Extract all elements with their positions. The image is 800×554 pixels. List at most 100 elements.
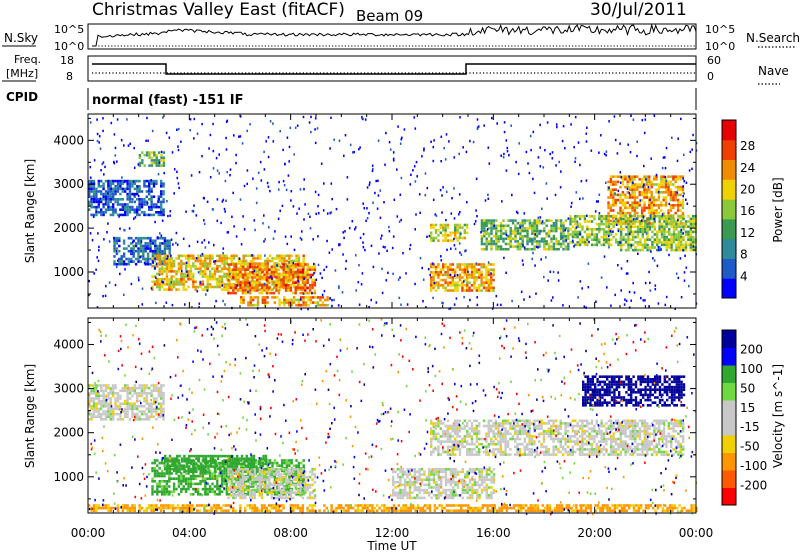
echo-cell <box>667 183 670 186</box>
echo-cell <box>220 482 224 486</box>
noise-echo <box>392 157 395 160</box>
echo-cell <box>478 286 481 290</box>
noise-echo <box>463 280 465 283</box>
echo-cell <box>562 237 565 241</box>
echo-cell <box>126 208 129 211</box>
echo-cell <box>605 217 608 221</box>
echo-cell <box>276 493 279 496</box>
echo-cell <box>126 399 129 403</box>
echo-cell <box>507 242 510 246</box>
echo-cell <box>211 472 214 475</box>
echo-cell <box>278 257 281 260</box>
echo-cell <box>306 273 309 277</box>
noise-echo <box>432 296 434 300</box>
echo-cell <box>166 462 169 466</box>
echo-cell <box>121 179 124 183</box>
echo-cell <box>170 288 173 291</box>
echo-cell <box>609 183 613 186</box>
noise-echo <box>391 246 394 250</box>
echo-cell <box>188 470 191 473</box>
noise-echo <box>341 291 344 294</box>
noise-echo <box>676 159 679 163</box>
echo-cell <box>102 402 105 405</box>
echo-cell <box>208 474 212 478</box>
echo-cell <box>256 265 259 269</box>
noise-echo <box>372 265 375 269</box>
echo-cell <box>102 213 105 217</box>
noise-echo <box>296 212 298 215</box>
echo-cell <box>559 232 563 235</box>
echo-cell <box>668 215 671 218</box>
echo-cell <box>136 213 139 217</box>
noise-echo <box>204 246 207 249</box>
echo-cell <box>239 284 242 287</box>
echo-cell <box>163 267 166 271</box>
echo-cell <box>213 467 217 470</box>
echo-cell <box>617 217 620 221</box>
echo-cell <box>90 213 93 217</box>
echo-cell <box>163 247 167 250</box>
echo-cell <box>633 211 637 215</box>
echo-cell <box>92 399 96 403</box>
noise-echo <box>238 135 240 138</box>
echo-cell <box>294 291 297 295</box>
echo-cell <box>151 249 155 253</box>
echo-cell <box>241 268 245 271</box>
noise-echo <box>571 239 574 242</box>
echo-cell <box>235 472 238 475</box>
noise-echo <box>213 260 215 263</box>
echo-cell <box>669 191 673 194</box>
noise-echo <box>96 139 99 143</box>
echo-cell <box>490 232 493 235</box>
echo-cell <box>163 283 166 286</box>
noise-echo <box>379 189 382 192</box>
echo-cell <box>128 405 132 408</box>
echo-cell <box>650 183 653 186</box>
noise-echo <box>310 115 312 119</box>
echo-cell <box>100 190 103 193</box>
echo-cell <box>268 291 271 295</box>
echo-cell <box>583 243 587 247</box>
echo-cell <box>265 273 269 277</box>
noise-echo <box>649 198 651 201</box>
echo-cell <box>483 234 486 238</box>
echo-cell <box>152 415 156 418</box>
echo-cell <box>197 467 200 471</box>
echo-cell <box>543 242 546 246</box>
echo-cell <box>648 206 651 210</box>
noise-echo <box>613 115 616 118</box>
noise-tick-right-bottom: 10^0 <box>705 40 735 53</box>
echo-cell <box>138 205 141 209</box>
noise-echo <box>222 252 224 255</box>
noise-echo <box>541 207 543 210</box>
echo-cell <box>612 201 615 204</box>
noise-echo <box>326 212 329 215</box>
echo-cell <box>158 249 162 253</box>
noise-echo <box>239 115 242 118</box>
echo-cell <box>504 224 508 228</box>
echo-cell <box>646 222 649 226</box>
echo-cell <box>531 232 534 235</box>
echo-cell <box>624 238 628 241</box>
echo-cell <box>454 228 457 232</box>
echo-cell <box>107 392 110 395</box>
echo-cell <box>658 230 661 234</box>
echo-cell <box>145 195 148 198</box>
echo-cell <box>665 220 668 223</box>
echo-cell <box>95 200 98 204</box>
echo-cell <box>602 215 606 218</box>
echo-cell <box>273 490 277 493</box>
echo-cell <box>609 204 613 207</box>
echo-cell <box>571 217 575 221</box>
echo-cell <box>268 272 272 276</box>
echo-cell <box>138 203 141 206</box>
noise-echo <box>595 300 597 303</box>
echo-cell <box>160 164 163 167</box>
echo-cell <box>132 239 135 243</box>
echo-cell <box>652 209 656 212</box>
echo-cell <box>88 405 91 408</box>
noise-echo <box>372 201 374 204</box>
echo-cell <box>161 236 164 240</box>
echo-cell <box>651 222 654 226</box>
noise-echo <box>330 182 333 185</box>
